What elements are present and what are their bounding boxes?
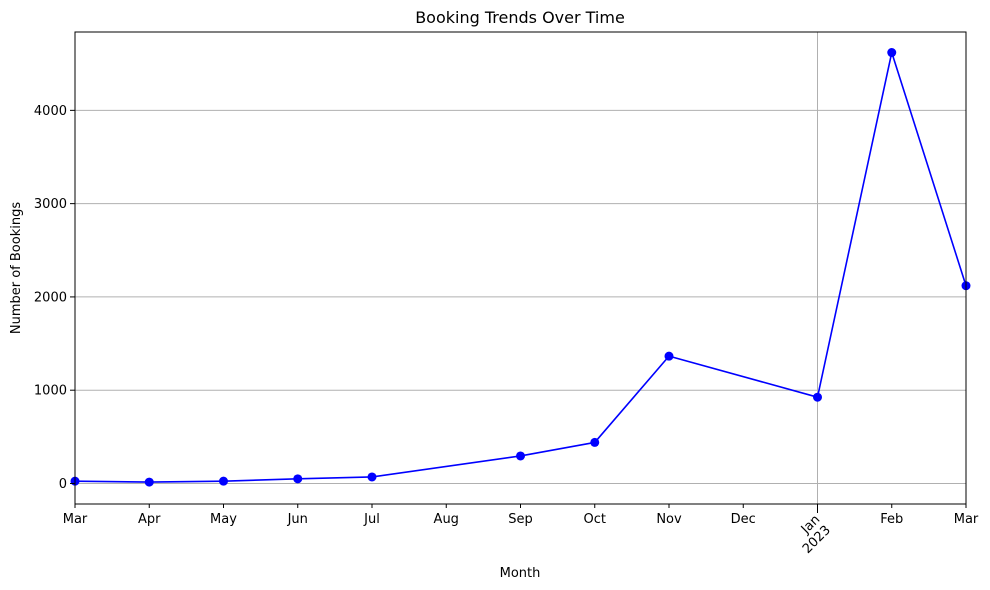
x-tick-label: Feb	[880, 512, 903, 527]
x-tick-label: May	[210, 512, 237, 527]
series-line-group	[74, 51, 967, 483]
x-tick-label: Dec	[731, 512, 756, 527]
x-tick-label: Aug	[434, 512, 459, 527]
y-tick-label: 0	[59, 477, 67, 492]
data-point	[813, 392, 822, 402]
x-tick-label: Mar	[954, 512, 979, 527]
x-axis-label: Month	[500, 566, 541, 581]
x-tick-label: Nov	[656, 512, 682, 527]
grid-lines	[75, 32, 966, 504]
x-tick-label: Mar	[63, 512, 88, 527]
y-axis-label: Number of Bookings	[9, 202, 24, 334]
x-tick-label: Jul	[363, 512, 380, 527]
x-tick-label: Oct	[584, 512, 606, 527]
chart-title: Booking Trends Over Time	[415, 8, 625, 27]
data-point	[367, 472, 377, 482]
data-point	[144, 477, 154, 487]
x-tick-label: Sep	[508, 512, 533, 527]
y-tick-label: 4000	[34, 104, 67, 119]
data-point	[590, 437, 600, 447]
data-point	[887, 48, 897, 58]
x-tick-label: Jun	[287, 512, 308, 527]
data-point	[219, 476, 228, 486]
y-tick-label: 2000	[34, 290, 67, 305]
y-tick-label: 1000	[34, 384, 67, 399]
y-axis-ticks: 0 1000 2000 3000 4000	[34, 104, 75, 492]
data-point	[516, 451, 525, 461]
data-points	[70, 48, 971, 487]
series-line	[74, 51, 967, 483]
plot-frame	[74, 31, 967, 505]
y-tick-label: 3000	[34, 197, 67, 212]
x-tick-label: Apr	[138, 512, 161, 527]
data-point	[664, 351, 674, 361]
data-point	[293, 474, 303, 484]
